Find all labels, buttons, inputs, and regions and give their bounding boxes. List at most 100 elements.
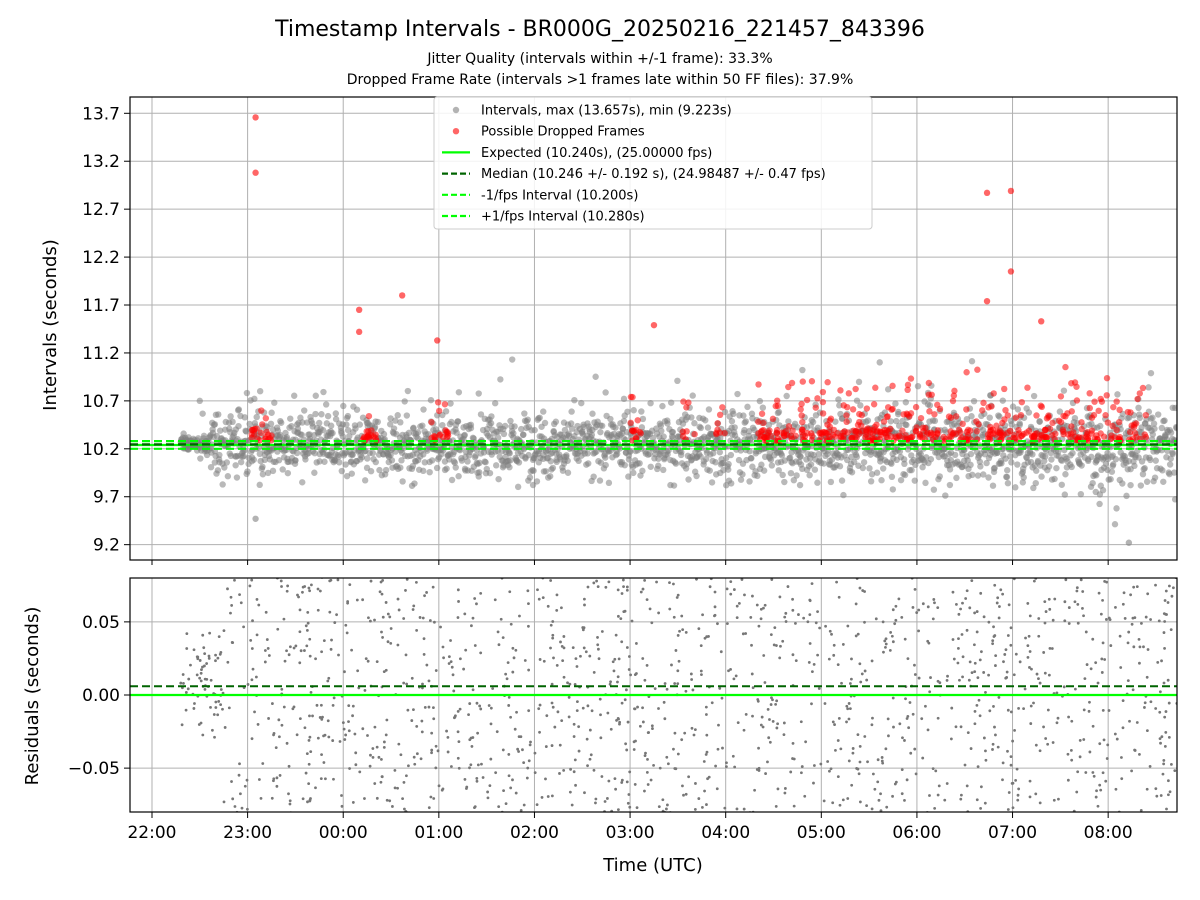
residual-point: [1063, 600, 1067, 604]
interval-point: [256, 481, 263, 489]
residual-point: [343, 670, 346, 674]
interval-point: [814, 479, 821, 486]
residual-point: [613, 657, 617, 661]
residual-point: [226, 587, 229, 591]
residual-point: [905, 778, 909, 782]
residual-point: [586, 704, 590, 708]
residual-point: [871, 716, 874, 720]
residual-point: [556, 710, 560, 714]
residual-point: [1170, 762, 1173, 766]
residual-point: [644, 751, 647, 755]
residual-point: [848, 707, 852, 710]
residual-point: [888, 649, 892, 652]
residual-point: [250, 737, 254, 741]
residual-point: [1166, 601, 1170, 604]
residual-point: [311, 714, 314, 718]
residual-point: [1164, 730, 1168, 734]
residual-point: [523, 659, 527, 662]
residual-point: [641, 657, 645, 660]
residual-point: [1164, 589, 1168, 593]
interval-point: [927, 456, 935, 463]
residual-point: [736, 721, 740, 725]
residual-point: [791, 741, 795, 745]
residual-point: [1028, 779, 1032, 783]
residual-point: [517, 735, 521, 739]
interval-point: [596, 477, 604, 484]
residual-point: [527, 709, 531, 713]
residual-point: [221, 707, 224, 711]
dropped-point: [789, 427, 796, 434]
residual-point: [838, 803, 842, 807]
interval-point: [876, 359, 883, 366]
residual-point: [744, 713, 748, 716]
residual-point: [1121, 726, 1125, 730]
residual-point: [894, 780, 898, 784]
residual-point: [915, 611, 919, 614]
residual-point: [1122, 591, 1126, 595]
dropped-point: [934, 430, 941, 438]
residual-point: [1140, 621, 1143, 625]
interval-point: [364, 455, 371, 462]
dropped-point: [936, 405, 944, 413]
residual-point: [239, 792, 242, 796]
interval-point: [1102, 460, 1110, 467]
interval-point: [1068, 463, 1075, 471]
interval-point: [655, 462, 662, 469]
dropped-point: [780, 432, 788, 439]
residual-point: [364, 657, 368, 661]
residual-point: [759, 607, 763, 611]
residual-point: [594, 801, 597, 805]
residual-point: [782, 733, 786, 737]
residual-point: [502, 789, 505, 793]
residual-point: [568, 682, 572, 686]
residual-point: [1037, 617, 1041, 620]
residual-point: [310, 583, 313, 587]
residual-point: [874, 617, 878, 621]
interval-point: [693, 472, 700, 480]
interval-point: [244, 468, 251, 475]
residual-point: [1161, 772, 1165, 776]
residual-point: [1094, 661, 1098, 665]
interval-point: [1110, 461, 1117, 468]
residual-point: [261, 762, 265, 765]
residual-point: [555, 593, 559, 597]
residual-point: [797, 613, 800, 616]
residual-point: [517, 813, 520, 816]
residual-point: [419, 757, 423, 761]
residual-point: [625, 588, 629, 592]
notable-point: [983, 189, 991, 197]
residual-point: [1119, 666, 1123, 669]
residual-point: [774, 805, 778, 808]
residual-point: [306, 611, 310, 614]
residual-point: [410, 676, 414, 680]
dropped-point: [899, 427, 906, 434]
dropped-point: [1045, 414, 1052, 421]
interval-point: [1172, 404, 1177, 412]
interval-point: [892, 400, 899, 407]
residual-point: [457, 600, 460, 603]
residual-point: [332, 777, 335, 781]
interval-point: [476, 469, 483, 476]
residual-point: [742, 815, 745, 818]
residual-point: [1089, 667, 1093, 671]
residual-point: [705, 733, 709, 737]
residual-point: [382, 746, 386, 749]
residual-point: [791, 597, 794, 601]
residual-point: [285, 741, 289, 745]
interval-point: [705, 406, 713, 413]
residual-point: [620, 778, 624, 782]
dropped-point: [843, 418, 850, 426]
residual-point: [585, 737, 589, 741]
interval-point: [602, 389, 609, 396]
residual-point: [598, 697, 602, 701]
residual-point: [233, 578, 236, 582]
residual-point: [517, 750, 520, 753]
residual-point: [318, 589, 322, 593]
residual-point: [1076, 602, 1080, 606]
dropped-point: [773, 429, 780, 436]
interval-point: [749, 463, 756, 470]
interval-point: [482, 459, 489, 466]
residual-point: [1043, 600, 1047, 603]
residual-point: [626, 720, 630, 724]
residual-point: [1009, 755, 1013, 759]
